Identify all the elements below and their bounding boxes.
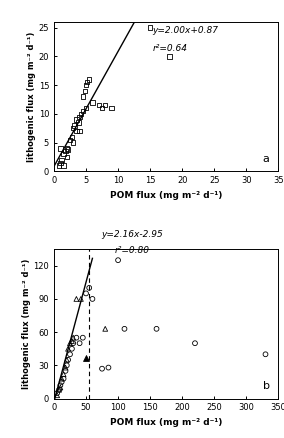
- Point: [109, 105, 114, 112]
- Point: [85, 79, 89, 86]
- Point: [167, 53, 172, 60]
- Text: y=2.00x+0.87: y=2.00x+0.87: [153, 26, 219, 35]
- Point: [77, 340, 82, 347]
- Text: r²=0.80: r²=0.80: [115, 246, 150, 255]
- Point: [58, 382, 63, 389]
- Text: a: a: [263, 154, 270, 164]
- Point: [63, 364, 68, 371]
- Point: [82, 88, 87, 95]
- Point: [97, 102, 101, 109]
- X-axis label: POM flux (mg m⁻² d⁻¹): POM flux (mg m⁻² d⁻¹): [110, 418, 222, 427]
- Point: [61, 371, 66, 378]
- Point: [84, 354, 88, 361]
- Point: [70, 345, 74, 352]
- Point: [71, 125, 76, 132]
- Point: [106, 364, 111, 371]
- Point: [55, 389, 59, 396]
- Point: [193, 340, 197, 347]
- Point: [103, 102, 108, 109]
- Point: [64, 357, 69, 364]
- Text: r²=0.64: r²=0.64: [153, 44, 188, 53]
- Point: [59, 375, 64, 382]
- Text: b: b: [263, 381, 270, 391]
- Point: [70, 134, 74, 141]
- Point: [74, 127, 79, 134]
- Point: [84, 290, 88, 297]
- Point: [116, 257, 120, 264]
- Point: [77, 113, 82, 120]
- Point: [58, 159, 63, 166]
- Point: [100, 105, 104, 112]
- Point: [122, 325, 127, 332]
- Point: [68, 351, 72, 358]
- Point: [72, 122, 77, 129]
- Point: [61, 151, 66, 158]
- Point: [81, 334, 85, 341]
- Point: [58, 384, 63, 391]
- Point: [61, 162, 66, 169]
- Point: [59, 378, 64, 385]
- Point: [58, 145, 63, 152]
- Point: [154, 325, 159, 332]
- Point: [77, 127, 82, 134]
- Point: [103, 325, 108, 332]
- Point: [148, 24, 153, 31]
- Point: [63, 148, 68, 155]
- Point: [79, 295, 83, 302]
- Y-axis label: lithogenic flux (mg m⁻² d⁻¹): lithogenic flux (mg m⁻² d⁻¹): [27, 32, 36, 162]
- Point: [76, 119, 81, 126]
- Point: [66, 357, 70, 364]
- Point: [81, 107, 85, 114]
- Text: y=2.16x-2.95: y=2.16x-2.95: [102, 230, 163, 239]
- Point: [263, 351, 268, 358]
- Point: [79, 110, 83, 117]
- Point: [90, 295, 95, 302]
- Point: [87, 284, 91, 291]
- Point: [71, 139, 76, 146]
- Point: [84, 81, 88, 88]
- Point: [74, 116, 79, 123]
- Point: [71, 340, 76, 347]
- Point: [66, 146, 70, 153]
- Point: [57, 386, 61, 393]
- Point: [66, 345, 70, 352]
- Point: [74, 295, 79, 302]
- Point: [63, 367, 68, 374]
- Y-axis label: lithogenic flux (mg m⁻² d⁻¹): lithogenic flux (mg m⁻² d⁻¹): [22, 259, 31, 389]
- Point: [87, 76, 91, 83]
- Point: [71, 334, 76, 341]
- Point: [74, 334, 79, 341]
- Point: [64, 362, 69, 369]
- Point: [64, 153, 69, 160]
- X-axis label: POM flux (mg m⁻² d⁻¹): POM flux (mg m⁻² d⁻¹): [110, 191, 222, 200]
- Point: [55, 392, 59, 399]
- Point: [90, 99, 95, 106]
- Point: [61, 375, 66, 382]
- Point: [70, 338, 74, 345]
- Point: [57, 386, 61, 393]
- Point: [68, 136, 72, 143]
- Point: [84, 105, 88, 112]
- Point: [64, 145, 69, 152]
- Point: [81, 93, 85, 100]
- Point: [68, 340, 72, 347]
- Point: [59, 156, 64, 163]
- Point: [100, 365, 104, 372]
- Point: [57, 162, 61, 169]
